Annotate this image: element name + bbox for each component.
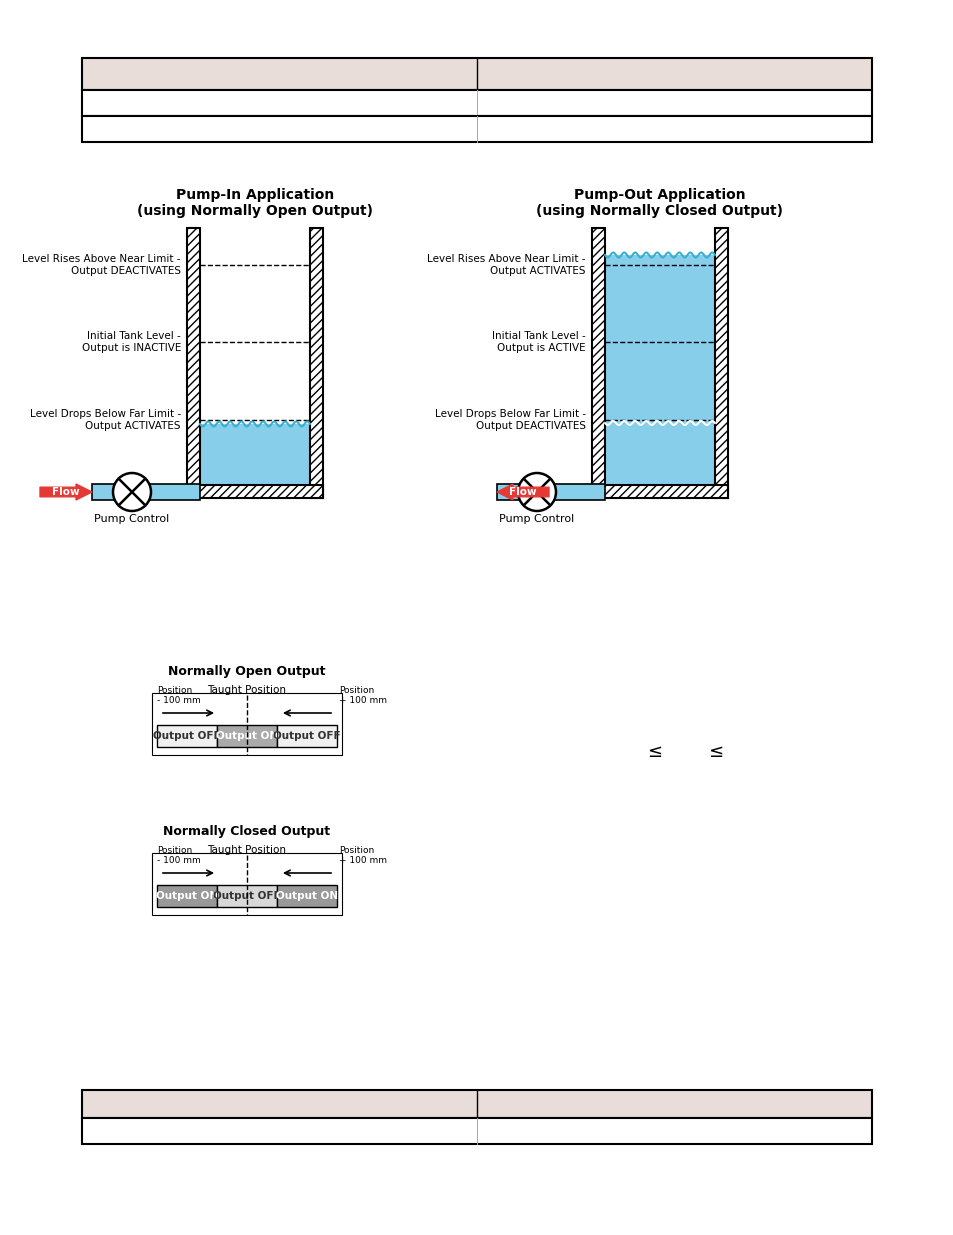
Text: Level Drops Below Far Limit -
Output ACTIVATES: Level Drops Below Far Limit - Output ACT… xyxy=(30,409,181,431)
Bar xyxy=(91,484,200,500)
Text: Level Drops Below Far Limit -
Output DEACTIVATES: Level Drops Below Far Limit - Output DEA… xyxy=(435,409,585,431)
Text: Output OFF: Output OFF xyxy=(273,731,340,741)
Text: Normally Closed Output: Normally Closed Output xyxy=(163,825,331,839)
Text: Flow: Flow xyxy=(52,487,80,496)
Text: Taught Position: Taught Position xyxy=(208,845,286,855)
Bar xyxy=(152,693,341,755)
Text: Output ON: Output ON xyxy=(275,890,337,902)
Text: Position
+ 100 mm: Position + 100 mm xyxy=(338,846,387,864)
Text: Initial Tank Level -
Output is ACTIVE: Initial Tank Level - Output is ACTIVE xyxy=(492,331,585,353)
Text: Pump Control: Pump Control xyxy=(94,514,170,524)
Text: Output ON: Output ON xyxy=(155,890,218,902)
Text: Position
- 100 mm: Position - 100 mm xyxy=(157,685,200,705)
Text: Output ON: Output ON xyxy=(215,731,277,741)
Text: Pump-Out Application
(using Normally Closed Output): Pump-Out Application (using Normally Clo… xyxy=(536,188,782,219)
Text: Pump Control: Pump Control xyxy=(498,514,574,524)
Bar xyxy=(82,90,871,116)
Text: Initial Tank Level -
Output is INACTIVE: Initial Tank Level - Output is INACTIVE xyxy=(82,331,181,353)
Circle shape xyxy=(517,473,556,511)
FancyArrow shape xyxy=(497,484,548,500)
Text: Level Rises Above Near Limit -
Output DEACTIVATES: Level Rises Above Near Limit - Output DE… xyxy=(23,254,181,275)
Bar xyxy=(187,485,323,498)
FancyArrow shape xyxy=(40,484,91,500)
Bar xyxy=(310,228,323,498)
Bar xyxy=(714,228,727,498)
Text: Pump-In Application
(using Normally Open Output): Pump-In Application (using Normally Open… xyxy=(137,188,373,219)
Text: Position
- 100 mm: Position - 100 mm xyxy=(157,846,200,864)
Bar xyxy=(216,725,276,747)
Bar xyxy=(497,484,604,500)
Text: Flow: Flow xyxy=(509,487,537,496)
Bar xyxy=(152,853,341,915)
Bar xyxy=(82,1118,871,1144)
Bar xyxy=(276,885,336,906)
Bar xyxy=(82,1091,871,1118)
Bar xyxy=(82,116,871,142)
Text: Normally Open Output: Normally Open Output xyxy=(168,664,325,678)
Circle shape xyxy=(112,473,151,511)
Bar xyxy=(187,228,200,498)
Bar xyxy=(216,885,276,906)
Bar xyxy=(157,725,216,747)
Text: Taught Position: Taught Position xyxy=(208,685,286,695)
Bar xyxy=(276,725,336,747)
Bar xyxy=(592,485,727,498)
Bar xyxy=(592,228,604,498)
Text: Position
+ 100 mm: Position + 100 mm xyxy=(338,685,387,705)
Bar xyxy=(604,254,714,485)
Text: Output OFF: Output OFF xyxy=(213,890,280,902)
Bar xyxy=(82,58,871,90)
Text: Output OFF: Output OFF xyxy=(153,731,220,741)
Bar xyxy=(200,424,310,485)
Bar xyxy=(157,885,216,906)
Text: Level Rises Above Near Limit -
Output ACTIVATES: Level Rises Above Near Limit - Output AC… xyxy=(427,254,585,275)
Text: ≤        ≤: ≤ ≤ xyxy=(647,743,723,761)
